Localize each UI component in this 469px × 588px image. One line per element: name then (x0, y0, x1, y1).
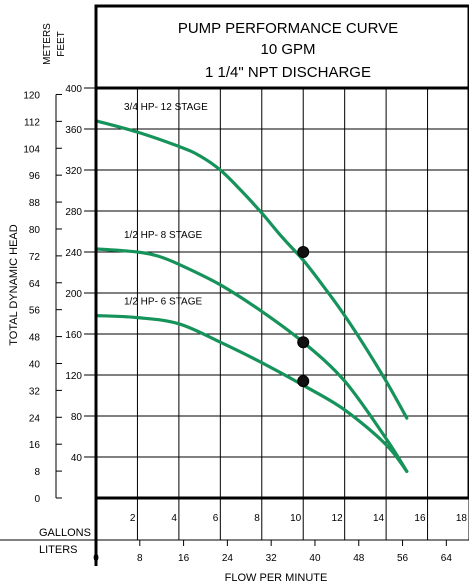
gallons-tick-label: 4 (171, 513, 177, 524)
meters-tick-label: 0 (34, 494, 40, 505)
feet-tick-label: 320 (65, 166, 82, 177)
liters-tick-label: 32 (266, 553, 278, 564)
meters-tick-label: 104 (23, 144, 40, 155)
meters-tick-label: 16 (29, 440, 41, 451)
gallons-tick-label: 18 (456, 513, 468, 524)
meters-tick-label: 96 (29, 171, 41, 182)
feet-axis: 40 80 120 160 200 240 280 320 360 400 (65, 84, 96, 464)
meters-unit-label: METERS (42, 23, 53, 65)
grid-lines (96, 88, 469, 498)
operating-point-marker-3 (297, 375, 310, 388)
gallons-tick-label: 16 (414, 513, 426, 524)
feet-tick-label: 280 (65, 207, 82, 218)
gallons-tick-label: 8 (254, 513, 260, 524)
liters-tick-label: 48 (353, 553, 365, 564)
feet-tick-label: 360 (65, 125, 82, 136)
liters-tick-label: 24 (222, 553, 234, 564)
feet-tick-label: 200 (65, 289, 82, 300)
feet-tick-label: 120 (65, 371, 82, 382)
meters-tick-label: 120 (23, 90, 40, 101)
liters-tick-label: 40 (309, 553, 321, 564)
meters-tick-label: 88 (29, 198, 41, 209)
feet-unit-label: FEET (56, 31, 67, 57)
liters-tick-label: 56 (397, 553, 409, 564)
gallons-tick-label: 10 (290, 513, 302, 524)
plot-frame (94, 86, 469, 500)
meters-tick-label: 112 (24, 117, 40, 128)
operating-point-marker-1 (297, 246, 310, 258)
liters-tick-label: 8 (137, 553, 143, 564)
feet-tick-label: 240 (65, 248, 82, 259)
meters-tick-label: 80 (29, 225, 41, 236)
y-axis-title: TOTAL DYNAMIC HEAD (8, 224, 20, 345)
feet-tick-label: 80 (71, 412, 83, 423)
meters-tick-label: 48 (29, 333, 41, 344)
operating-point-marker-2 (297, 336, 310, 349)
gallons-tick-label: 2 (130, 513, 136, 524)
gallons-tick-label: 14 (373, 513, 385, 524)
meters-tick-label: 56 (29, 306, 41, 317)
meters-tick-label: 24 (29, 413, 41, 424)
x-axis-title: FLOW PER MINUTE (225, 572, 328, 584)
meters-axis: 0 8 16 24 32 40 48 56 64 72 80 88 96 104 112 120 (23, 90, 62, 505)
series-line-2 (94, 247, 409, 473)
series-label-2: 1/2 HP- 8 STAGE (124, 230, 203, 241)
feet-tick-label: 400 (65, 84, 82, 95)
gallons-axis: 2 4 6 8 10 12 14 16 18 (130, 498, 469, 540)
liters-tick-label: 16 (178, 553, 190, 564)
meters-tick-label: 72 (29, 252, 41, 263)
liters-tick-label: 64 (441, 553, 453, 564)
gallons-axis-label: GALLONS (39, 527, 91, 539)
chart-title-line-2: 10 GPM (260, 41, 315, 58)
chart-title-line-3: 1 1/4" NPT DISCHARGE (205, 64, 371, 81)
series-label-3: 1/2 HP- 6 STAGE (124, 297, 203, 308)
chart-title-line-1: PUMP PERFORMANCE CURVE (178, 20, 398, 37)
feet-tick-label: 40 (71, 453, 83, 464)
gallons-tick-label: 12 (332, 513, 344, 524)
meters-tick-label: 32 (29, 386, 41, 397)
meters-tick-label: 40 (29, 359, 41, 370)
gallons-tick-label: 6 (213, 513, 219, 524)
meters-tick-label: 64 (29, 279, 41, 290)
liters-axis-label: LITERS (39, 544, 78, 556)
meters-tick-label: 8 (34, 467, 40, 478)
series-line-1 (94, 119, 409, 420)
series-line-3 (94, 314, 409, 473)
performance-curves: 3/4 HP- 12 STAGE 1/2 HP- 8 STAGE 1/2 HP- 6… (94, 102, 409, 473)
feet-tick-label: 160 (65, 330, 82, 341)
series-label-1: 3/4 HP- 12 STAGE (124, 102, 208, 113)
